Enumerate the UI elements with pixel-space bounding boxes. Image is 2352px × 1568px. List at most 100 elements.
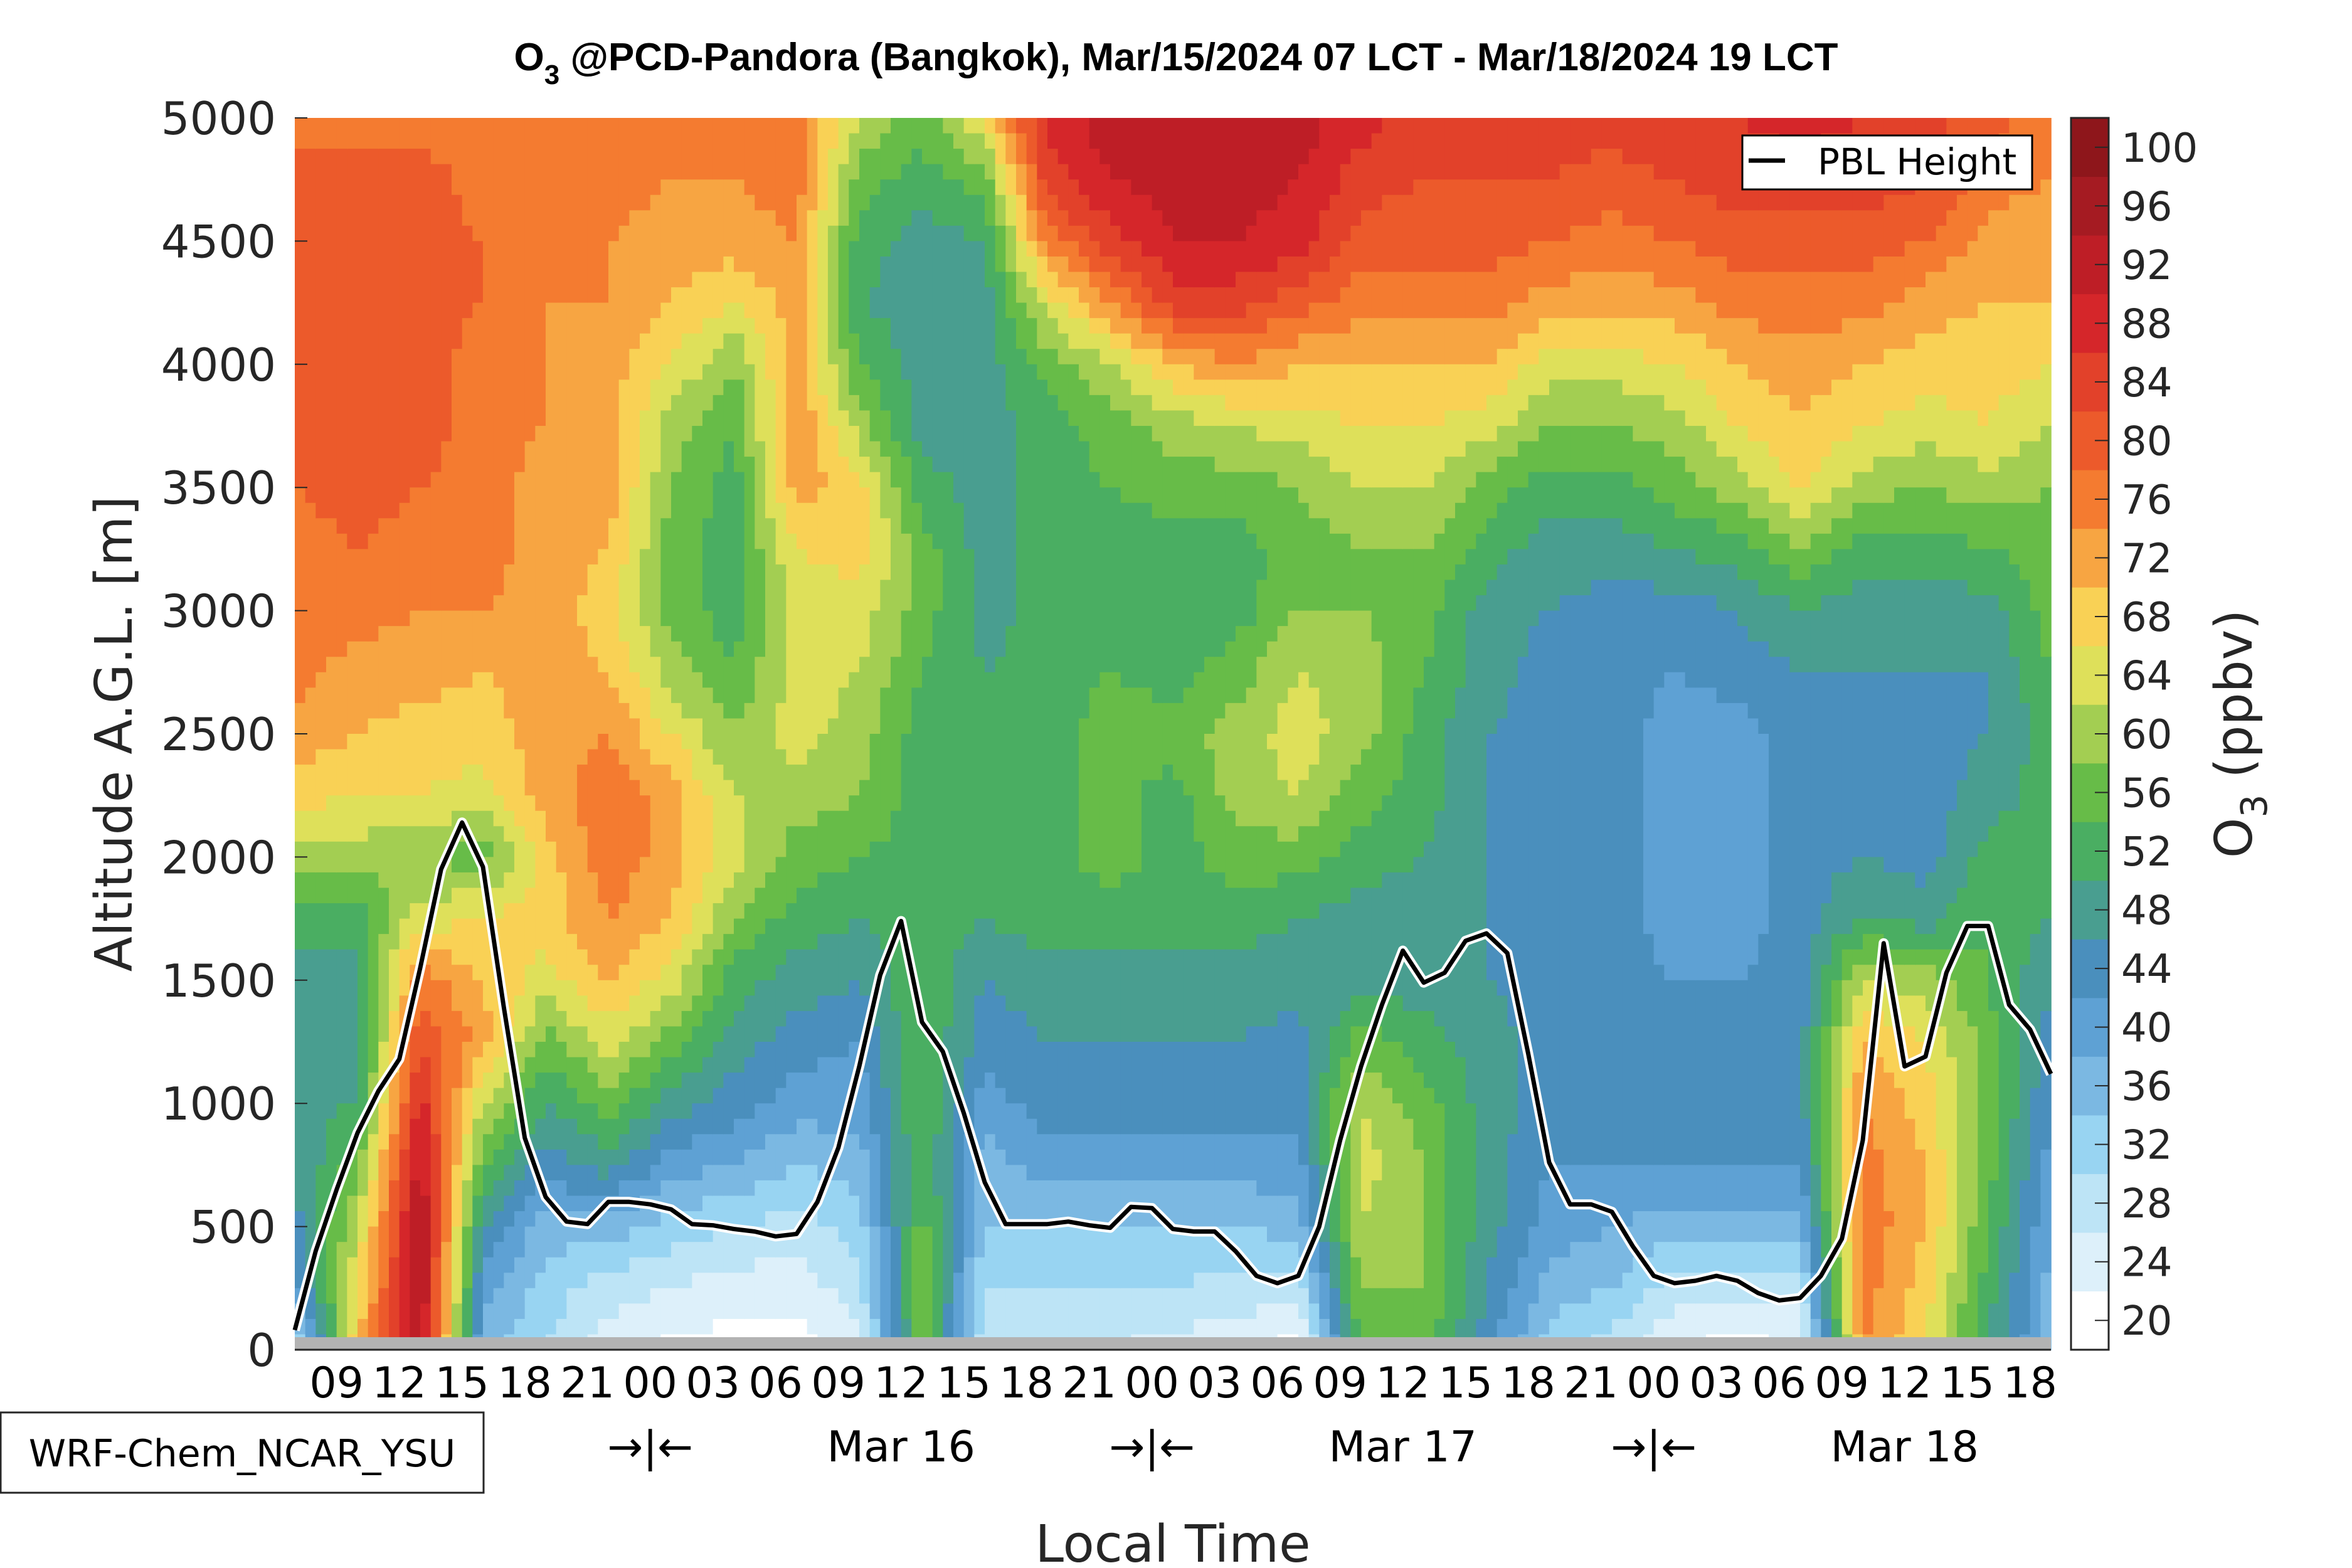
contour-cell xyxy=(1194,379,1205,396)
contour-cell xyxy=(1622,580,1634,1166)
contour-cell xyxy=(1288,1242,1299,1274)
contour-cell xyxy=(1936,1026,1947,1150)
contour-cell xyxy=(1152,210,1163,257)
contour-cell xyxy=(723,441,734,658)
contour-cell xyxy=(1591,518,1602,581)
contour-cell xyxy=(368,149,379,534)
contour-cell xyxy=(1079,872,1090,950)
contour-cell xyxy=(315,841,327,873)
contour-cell xyxy=(712,179,724,273)
contour-cell xyxy=(1570,426,1581,473)
contour-cell xyxy=(1769,533,1780,565)
contour-cell xyxy=(1079,318,1090,350)
contour-cell xyxy=(1246,364,1258,381)
contour-cell xyxy=(1476,272,1487,319)
contour-cell xyxy=(358,734,369,796)
contour-cell xyxy=(775,749,787,858)
contour-cell xyxy=(1789,333,1801,411)
contour-cell xyxy=(1758,333,1769,381)
contour-cell xyxy=(1225,1180,1236,1227)
contour-cell xyxy=(514,826,526,904)
contour-cell xyxy=(880,1088,891,1227)
contour-cell xyxy=(859,564,871,658)
contour-cell xyxy=(1496,426,1508,457)
contour-cell xyxy=(702,410,714,519)
contour-cell xyxy=(1016,934,1027,1012)
contour-cell xyxy=(963,118,975,134)
contour-cell xyxy=(1810,1165,1822,1227)
contour-cell xyxy=(1873,580,1885,673)
contour-cell xyxy=(943,133,954,180)
contour-cell xyxy=(1434,610,1446,812)
contour-cell xyxy=(723,934,734,966)
contour-cell xyxy=(608,241,620,519)
contour-cell xyxy=(775,1180,787,1212)
contour-cell xyxy=(1308,918,1320,1166)
contour-cell xyxy=(1528,395,1540,442)
contour-cell xyxy=(1946,810,1957,904)
contour-cell xyxy=(1581,379,1592,426)
contour-cell xyxy=(1936,487,1947,534)
contour-cell xyxy=(1685,287,1697,334)
contour-cell xyxy=(702,179,714,273)
contour-cell xyxy=(1883,533,1895,581)
contour-cell xyxy=(838,349,850,411)
contour-cell xyxy=(1758,1211,1769,1242)
contour-cell xyxy=(1789,549,1801,581)
contour-cell xyxy=(1821,595,1832,673)
contour-cell xyxy=(807,502,818,565)
contour-cell xyxy=(514,903,526,997)
contour-cell xyxy=(1350,1257,1362,1320)
contour-cell xyxy=(1622,472,1634,534)
contour-cell xyxy=(1246,826,1258,889)
contour-cell xyxy=(430,1134,442,1258)
contour-cell xyxy=(744,1195,756,1227)
contour-cell xyxy=(1444,364,1456,411)
contour-cell xyxy=(1319,1242,1330,1274)
contour-cell xyxy=(1821,672,1832,904)
contour-cell xyxy=(1444,457,1456,519)
contour-cell xyxy=(462,1288,474,1350)
contour-cell xyxy=(336,872,348,904)
contour-cell xyxy=(1298,318,1310,334)
contour-cell xyxy=(1319,333,1330,365)
contour-cell xyxy=(1518,657,1529,1258)
contour-cell xyxy=(1152,518,1163,704)
contour-cell xyxy=(1173,318,1184,334)
contour-cell xyxy=(483,1010,494,1042)
contour-cell xyxy=(1769,457,1780,504)
contour-cell xyxy=(1570,225,1581,273)
contour-cell xyxy=(702,1273,714,1335)
contour-cell xyxy=(712,641,724,704)
contour-cell xyxy=(660,965,672,997)
contour-cell xyxy=(1267,641,1278,734)
contour-cell xyxy=(1120,1134,1132,1181)
contour-cell xyxy=(1643,1211,1655,1258)
contour-cell xyxy=(1601,379,1613,426)
contour-cell xyxy=(1507,302,1518,350)
contour-cell xyxy=(1539,318,1550,350)
contour-cell xyxy=(1821,564,1832,596)
contour-cell xyxy=(869,841,881,935)
contour-cell xyxy=(838,457,850,581)
contour-cell xyxy=(1089,395,1101,473)
contour-cell xyxy=(869,118,881,149)
legend: PBL Height xyxy=(1741,134,2033,191)
contour-cell xyxy=(1267,734,1278,750)
contour-cell xyxy=(702,318,714,365)
contour-cell xyxy=(1402,318,1414,365)
pbl-height-line xyxy=(292,820,2053,1331)
contour-cell xyxy=(1841,379,1853,442)
contour-cell xyxy=(995,1088,1007,1150)
contour-cell xyxy=(358,1149,369,1197)
contour-cell xyxy=(410,149,421,489)
contour-cell xyxy=(504,810,515,842)
contour-cell xyxy=(1926,949,1937,966)
contour-cell xyxy=(974,194,985,242)
day-boundary-marker: →|← xyxy=(1109,1422,1195,1472)
contour-cell xyxy=(1915,287,1926,334)
contour-cell xyxy=(1340,533,1352,612)
contour-cell xyxy=(1183,241,1195,288)
contour-cell xyxy=(1821,1026,1832,1212)
contour-cell xyxy=(1152,302,1163,319)
